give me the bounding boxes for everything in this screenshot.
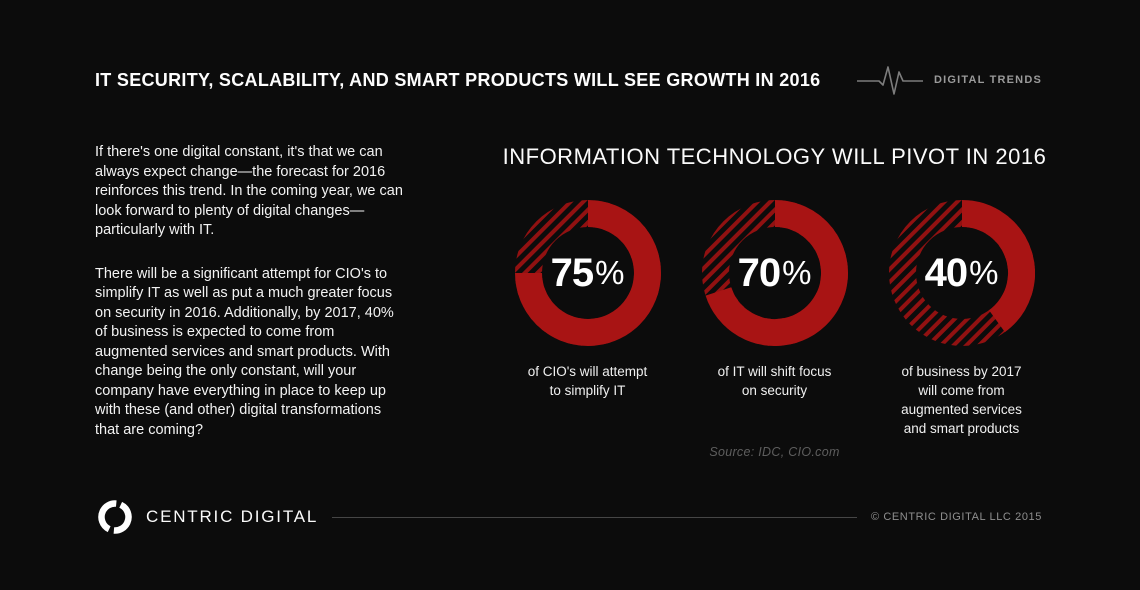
donut-chart: 75% of CIO's will attempt to simplify IT bbox=[494, 200, 681, 438]
intro-paragraph-1: If there's one digital constant, it's th… bbox=[95, 144, 403, 238]
donut-value-arc bbox=[960, 200, 1035, 333]
donut-chart: 70% of IT will shift focus on security bbox=[681, 200, 868, 438]
footer: CENTRIC DIGITAL © CENTRIC DIGITAL LLC 20… bbox=[95, 497, 1042, 537]
donut-percent-label: 75% bbox=[515, 200, 661, 346]
header-brand: DIGITAL TRENDS bbox=[856, 60, 1042, 100]
donut-percent-number: 40 bbox=[924, 250, 968, 295]
centric-digital-logo-icon bbox=[98, 500, 132, 534]
donut-caption: of IT will shift focus on security bbox=[718, 362, 832, 400]
donut-percent-label: 40% bbox=[889, 200, 1035, 346]
donut-caption-line: on security bbox=[741, 383, 808, 398]
donut-caption-line: of IT will shift focus bbox=[717, 364, 832, 379]
donut-ring: 40% bbox=[888, 200, 1035, 346]
intro-paragraph-2: There will be a significant attempt for … bbox=[95, 265, 394, 438]
donut-ring: 70% bbox=[701, 200, 848, 346]
donut-percent-number: 70 bbox=[737, 250, 781, 295]
brand-label: DIGITAL TRENDS bbox=[933, 74, 1042, 86]
pulse-icon bbox=[856, 66, 923, 95]
donut-chart: 40% of business by 2017 will come from augm… bbox=[868, 200, 1055, 438]
donut-caption-line: of business by 2017 bbox=[901, 364, 1022, 379]
footer-divider bbox=[332, 516, 857, 518]
donut-value-arc bbox=[705, 200, 848, 346]
donut-caption: of CIO's will attempt to simplify IT bbox=[528, 362, 648, 400]
donut-caption: of business by 2017 will come from augment… bbox=[901, 362, 1022, 438]
donut-caption-line: to simplify IT bbox=[549, 383, 626, 398]
donut-percent-sign: % bbox=[595, 254, 625, 291]
donut-svg bbox=[514, 200, 661, 346]
intro-text: If there's one digital constant, it's th… bbox=[95, 143, 409, 464]
donut-svg bbox=[701, 200, 848, 346]
donut-caption-line: of CIO's will attempt bbox=[527, 364, 648, 379]
donut-percent-number: 75 bbox=[550, 250, 594, 295]
donut-caption-line: will come from bbox=[918, 383, 1005, 398]
header: IT SECURITY, SCALABILITY, AND SMART PROD… bbox=[95, 60, 1042, 100]
donut-value-arc bbox=[514, 200, 661, 346]
footer-brand: CENTRIC DIGITAL bbox=[146, 507, 319, 526]
chart-source: Source: IDC, CIO.com bbox=[709, 445, 840, 459]
donut-caption-line: and smart products bbox=[903, 421, 1020, 436]
footer-copyright: © CENTRIC DIGITAL LLC 2015 bbox=[870, 511, 1042, 523]
chart-panel: INFORMATION TECHNOLOGY WILL PIVOT IN 201… bbox=[494, 144, 1055, 460]
donut-ring: 75% bbox=[514, 200, 661, 346]
donut-caption-line: augmented services bbox=[901, 402, 1022, 417]
donut-percent-sign: % bbox=[782, 254, 812, 291]
donut-svg bbox=[888, 200, 1035, 346]
donut-row: 75% of CIO's will attempt to simplify IT 70… bbox=[494, 200, 1055, 438]
donut-percent-sign: % bbox=[969, 254, 999, 291]
donut-percent-label: 70% bbox=[702, 200, 848, 346]
page-title: IT SECURITY, SCALABILITY, AND SMART PROD… bbox=[95, 69, 821, 90]
chart-title: INFORMATION TECHNOLOGY WILL PIVOT IN 201… bbox=[502, 144, 1047, 169]
